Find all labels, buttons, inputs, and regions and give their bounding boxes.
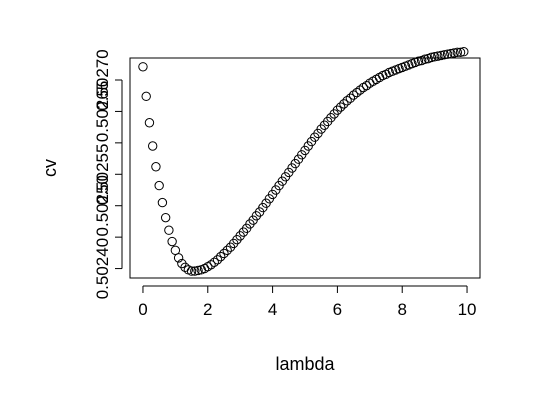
- x-axis: 0 2 4 6 8 10: [138, 285, 477, 319]
- data-point: [355, 85, 365, 95]
- data-point: [420, 54, 430, 64]
- x-tick-label: 2: [203, 300, 212, 319]
- data-point: [449, 48, 459, 58]
- x-tick-label: 0: [138, 300, 147, 319]
- data-point: [147, 141, 158, 151]
- x-tick-label: 10: [458, 300, 477, 319]
- data-point: [335, 102, 346, 112]
- data-point: [219, 248, 229, 259]
- data-point: [452, 47, 463, 58]
- data-point: [138, 62, 148, 72]
- data-point: [361, 80, 372, 91]
- data-point: [216, 251, 226, 262]
- data-point: [455, 47, 466, 58]
- data-point: [332, 105, 343, 115]
- data-point: [339, 99, 349, 109]
- data-point: [157, 197, 168, 208]
- y-tick-label: 0.50270: [93, 49, 112, 110]
- data-point: [186, 266, 197, 276]
- y-axis-title: cv: [40, 159, 60, 177]
- data-point: [209, 257, 219, 267]
- data-point: [352, 87, 362, 98]
- data-point: [436, 50, 446, 61]
- data-point: [190, 266, 200, 276]
- data-point: [342, 96, 352, 106]
- data-points: [138, 47, 469, 276]
- x-tick-label: 8: [397, 300, 406, 319]
- x-tick-label: 6: [333, 300, 342, 319]
- data-point: [151, 162, 161, 172]
- data-point: [141, 91, 151, 102]
- data-point: [446, 48, 456, 59]
- data-point: [160, 212, 171, 223]
- x-axis-title: lambda: [275, 354, 335, 374]
- data-point: [429, 52, 440, 62]
- data-point: [164, 225, 174, 235]
- data-point: [433, 51, 443, 61]
- data-point: [459, 47, 469, 57]
- x-tick-label: 4: [268, 300, 277, 319]
- data-point: [222, 245, 232, 256]
- data-point: [144, 118, 155, 128]
- data-point: [426, 52, 437, 63]
- y-tick-label: 0.50255: [93, 144, 112, 205]
- y-tick-label: 0.50250: [93, 175, 112, 236]
- data-point: [439, 50, 450, 60]
- y-tick-label: 0.50240: [93, 238, 112, 299]
- data-point: [173, 253, 184, 263]
- data-point: [212, 255, 223, 265]
- data-point: [167, 236, 177, 247]
- data-point: [442, 49, 453, 59]
- y-tick-label: 0.50265: [93, 81, 112, 142]
- data-point: [413, 56, 424, 66]
- data-point: [206, 260, 216, 270]
- plot-frame: [129, 57, 481, 279]
- data-point: [348, 90, 359, 100]
- data-point: [345, 93, 356, 103]
- data-point: [154, 180, 164, 191]
- data-point: [193, 265, 203, 276]
